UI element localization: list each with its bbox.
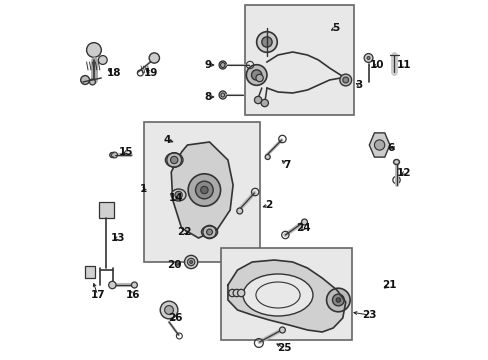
Text: 17: 17 — [90, 290, 105, 300]
Ellipse shape — [393, 159, 399, 165]
Circle shape — [256, 32, 277, 52]
Circle shape — [195, 181, 213, 199]
Circle shape — [246, 65, 266, 85]
Ellipse shape — [171, 189, 185, 201]
Circle shape — [335, 298, 340, 302]
Circle shape — [261, 37, 271, 47]
Ellipse shape — [236, 208, 242, 214]
Ellipse shape — [219, 91, 226, 99]
Text: 23: 23 — [361, 310, 376, 320]
Circle shape — [364, 54, 372, 62]
Circle shape — [233, 289, 240, 297]
Ellipse shape — [243, 274, 312, 316]
Circle shape — [98, 55, 107, 64]
Bar — [99, 202, 114, 218]
Bar — [85, 266, 95, 278]
Text: 18: 18 — [106, 68, 121, 78]
Text: 15: 15 — [119, 147, 133, 157]
Ellipse shape — [109, 153, 115, 158]
Text: 13: 13 — [111, 233, 125, 243]
Circle shape — [81, 76, 89, 84]
Circle shape — [255, 74, 263, 82]
Text: 21: 21 — [381, 280, 396, 290]
Text: 12: 12 — [396, 168, 410, 178]
Circle shape — [86, 42, 101, 57]
Text: 11: 11 — [396, 60, 410, 70]
Text: 8: 8 — [204, 92, 211, 102]
Circle shape — [189, 261, 192, 264]
Circle shape — [237, 289, 244, 297]
Circle shape — [166, 153, 181, 167]
Text: 22: 22 — [177, 227, 191, 237]
Circle shape — [108, 281, 116, 289]
Text: 24: 24 — [296, 223, 310, 233]
Text: 6: 6 — [387, 143, 394, 153]
Polygon shape — [171, 142, 233, 238]
Text: 5: 5 — [331, 23, 338, 33]
Text: 2: 2 — [265, 200, 272, 210]
Circle shape — [374, 140, 384, 150]
Text: 9: 9 — [204, 60, 211, 70]
Circle shape — [261, 99, 268, 107]
Circle shape — [170, 156, 178, 164]
Polygon shape — [227, 260, 345, 332]
Bar — [221, 248, 351, 340]
Ellipse shape — [301, 219, 307, 225]
Circle shape — [342, 77, 348, 83]
Polygon shape — [368, 133, 389, 157]
Bar — [143, 122, 259, 262]
Circle shape — [366, 57, 369, 59]
Text: 19: 19 — [143, 68, 158, 78]
Bar — [244, 5, 353, 115]
Circle shape — [326, 288, 349, 312]
Circle shape — [164, 306, 173, 314]
Ellipse shape — [264, 154, 270, 159]
Circle shape — [187, 258, 194, 266]
Circle shape — [175, 191, 182, 199]
Circle shape — [188, 174, 220, 206]
Circle shape — [254, 96, 261, 104]
Circle shape — [149, 53, 159, 63]
Text: 25: 25 — [276, 343, 290, 353]
Text: 16: 16 — [125, 290, 140, 300]
Circle shape — [332, 294, 344, 306]
Circle shape — [200, 186, 207, 194]
Circle shape — [89, 79, 95, 85]
Text: 4: 4 — [163, 135, 171, 145]
Ellipse shape — [221, 93, 224, 97]
Text: 1: 1 — [140, 184, 146, 194]
Circle shape — [339, 74, 351, 86]
Text: 20: 20 — [166, 260, 181, 270]
Circle shape — [203, 225, 216, 239]
Text: 3: 3 — [355, 80, 362, 90]
Ellipse shape — [220, 63, 224, 68]
Circle shape — [184, 255, 197, 269]
Text: 7: 7 — [283, 160, 290, 170]
Text: 10: 10 — [368, 60, 383, 70]
Ellipse shape — [131, 282, 137, 288]
Circle shape — [251, 70, 261, 80]
Ellipse shape — [279, 327, 285, 333]
Circle shape — [160, 301, 178, 319]
Circle shape — [228, 289, 236, 297]
Text: 26: 26 — [167, 313, 182, 323]
Ellipse shape — [219, 61, 226, 69]
Circle shape — [206, 229, 212, 235]
Text: 14: 14 — [169, 193, 183, 203]
